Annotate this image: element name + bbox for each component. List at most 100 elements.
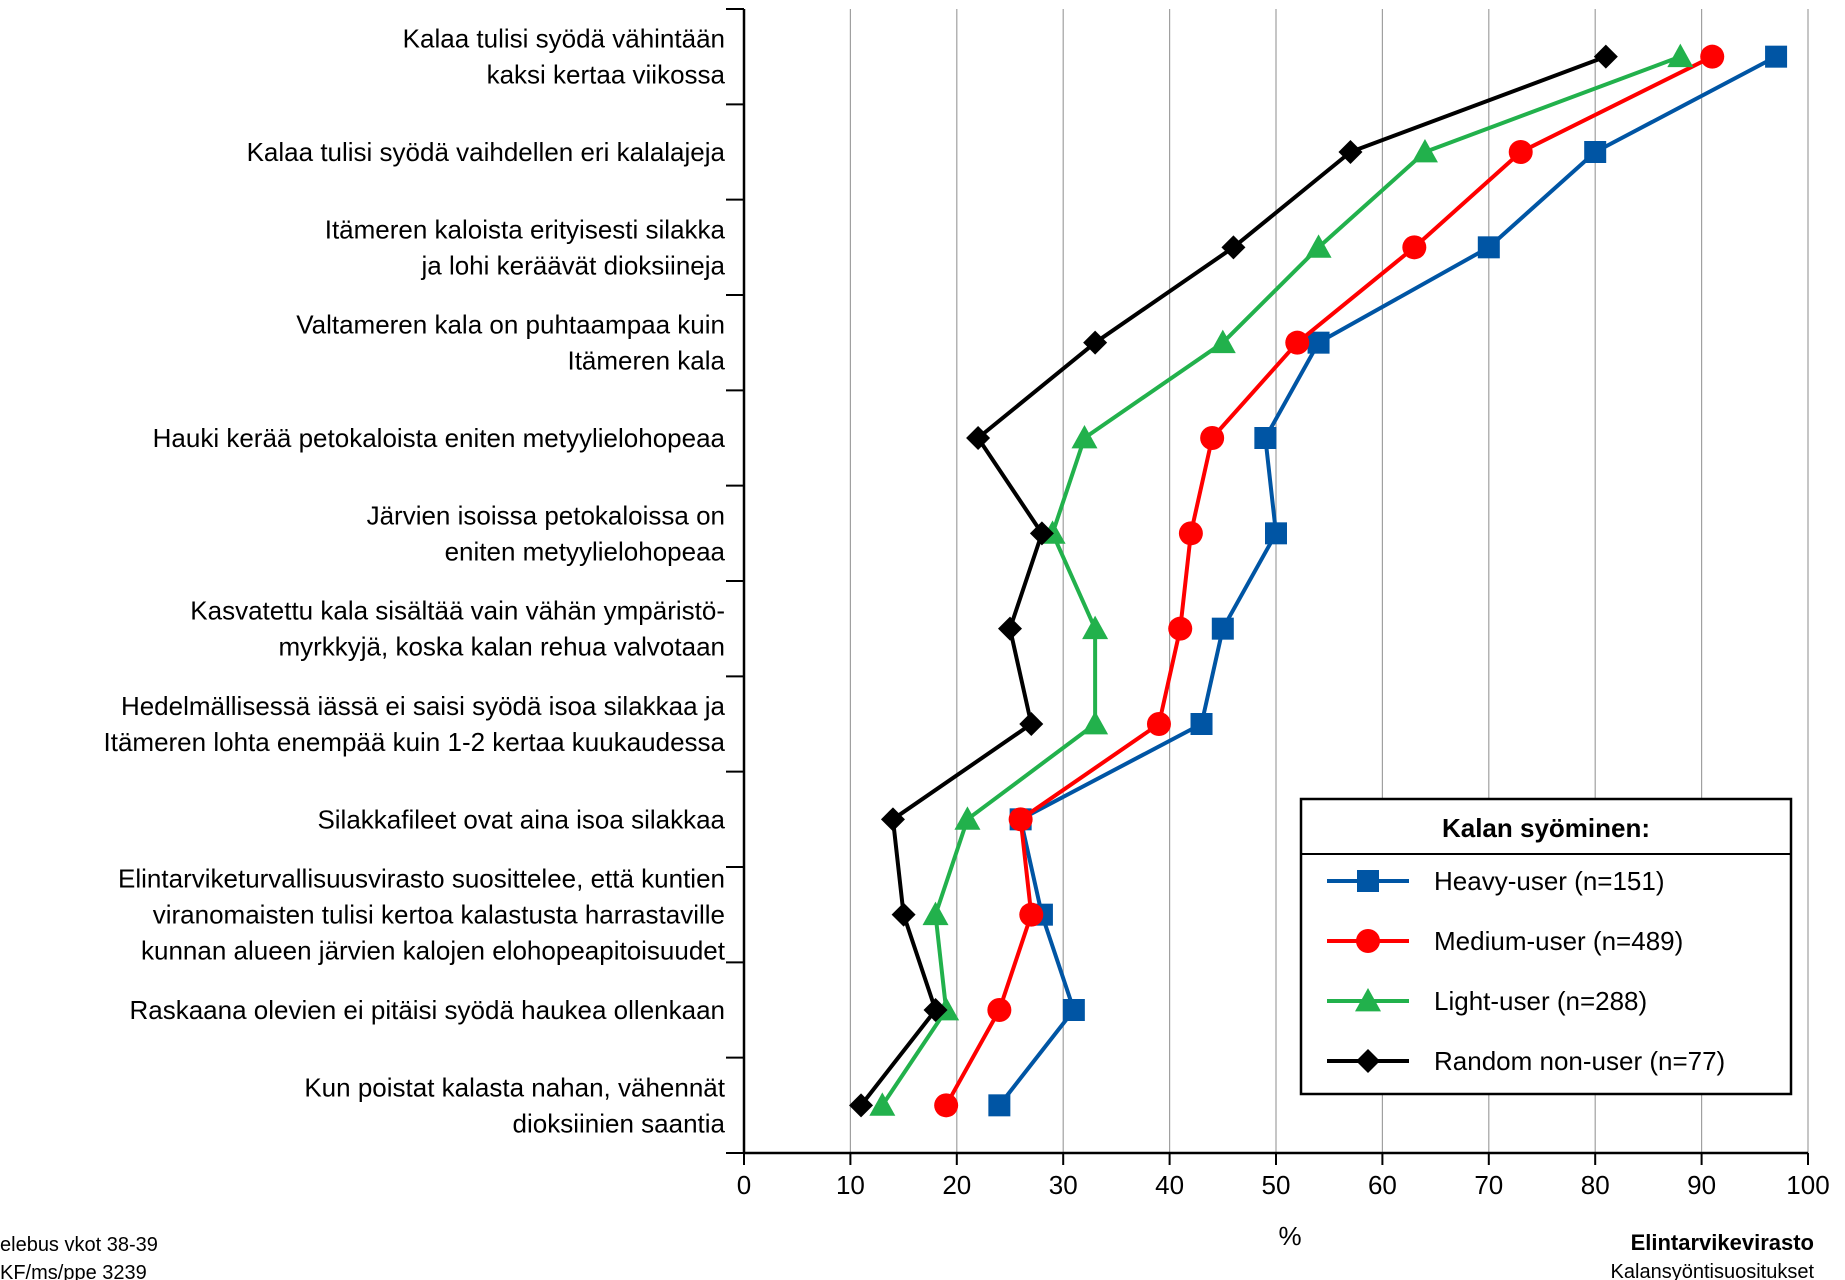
- category-label: Hauki kerää petokaloista eniten metyylie…: [153, 423, 726, 453]
- footer-left-line1: elebus vkot 38-39: [0, 1234, 158, 1256]
- x-tick-label: 100: [1786, 1170, 1829, 1200]
- legend-label: Medium-user (n=489): [1434, 926, 1683, 956]
- data-point-diamond: [1356, 1049, 1380, 1073]
- data-point-circle: [1356, 929, 1380, 953]
- data-point-square: [1254, 427, 1277, 449]
- category-label: Itämeren kaloista erityisesti silakka: [325, 214, 726, 244]
- x-tick-label: 30: [1049, 1170, 1078, 1200]
- grid-lines: [849, 9, 1809, 1153]
- series-circle: [934, 44, 1725, 1118]
- data-point-triangle: [1082, 711, 1109, 735]
- data-point-square: [1190, 713, 1213, 735]
- data-point-diamond: [1083, 330, 1108, 355]
- data-series: [849, 43, 1788, 1118]
- x-tick-label: 20: [942, 1170, 971, 1200]
- footer-subtitle: Kalansyöntisuositukset: [1611, 1261, 1815, 1280]
- x-tick-label: 50: [1262, 1170, 1291, 1200]
- data-point-triangle: [1355, 988, 1381, 1012]
- series-diamond: [849, 44, 1618, 1118]
- series-line: [880, 54, 1682, 1107]
- category-label: Järvien isoissa petokaloissa on: [367, 500, 725, 530]
- data-point-triangle: [922, 901, 949, 926]
- x-tick-label: 60: [1368, 1170, 1397, 1200]
- series-line: [859, 54, 1607, 1107]
- data-point-circle: [987, 998, 1012, 1022]
- category-label: dioksiinien saantia: [513, 1108, 726, 1138]
- data-point-diamond: [966, 426, 991, 450]
- data-point-triangle: [1667, 43, 1694, 68]
- data-point-circle: [1508, 140, 1533, 164]
- data-point-circle: [1178, 521, 1203, 546]
- data-point-triangle: [1411, 139, 1438, 163]
- data-point-triangle: [1082, 615, 1109, 640]
- data-point-circle: [1700, 44, 1725, 69]
- category-label: Hedelmällisessä iässä ei saisi syödä iso…: [121, 691, 726, 721]
- data-point-square: [1477, 236, 1500, 259]
- legend-box: [1299, 797, 1793, 1096]
- data-point-diamond: [1019, 712, 1044, 736]
- footer-org-name: Elintarvikevirasto: [1631, 1230, 1814, 1255]
- category-label: Itämeren lohta enempää kuin 1-2 kertaa k…: [104, 727, 726, 757]
- x-tick-label: 40: [1155, 1170, 1184, 1200]
- legend-item: Heavy-user (n=151): [1327, 866, 1665, 896]
- series-line: [997, 54, 1778, 1107]
- data-point-square: [1211, 617, 1234, 640]
- legend-title: Kalan syöminen:: [1442, 813, 1650, 843]
- category-label: kaksi kertaa viikossa: [487, 60, 726, 90]
- legend-label: Heavy-user (n=151): [1434, 866, 1665, 896]
- category-label: Silakkafileet ovat aina isoa silakkaa: [317, 804, 725, 834]
- data-point-square: [1062, 999, 1085, 1021]
- category-labels: Kalaa tulisi syödä vähintään kaksi kertaa…: [104, 24, 726, 1139]
- data-point-triangle: [1071, 425, 1098, 449]
- category-label: Kun poistat kalasta nahan, vähennät: [304, 1072, 725, 1102]
- data-point-square: [988, 1094, 1011, 1117]
- x-axis-title: %: [1278, 1221, 1301, 1251]
- category-label: Kalaa tulisi syödä vähintään: [403, 24, 725, 54]
- category-label: Elintarviketurvallisuusvirasto suosittel…: [118, 864, 725, 894]
- footer-left-line2: KF/ms/ppe 3239: [0, 1262, 147, 1280]
- data-point-triangle: [1209, 329, 1236, 354]
- data-point-diamond: [880, 807, 905, 832]
- data-point-diamond: [1338, 140, 1363, 164]
- legend-label: Light-user (n=288): [1434, 986, 1647, 1016]
- data-point-diamond: [849, 1093, 874, 1118]
- data-point-circle: [1285, 330, 1310, 355]
- data-point-diamond: [1029, 521, 1054, 546]
- data-point-diamond: [1593, 44, 1618, 69]
- category-label: Valtameren kala on puhtaampaa kuin: [296, 310, 725, 340]
- data-point-circle: [1200, 426, 1225, 450]
- legend-item: Light-user (n=288): [1327, 986, 1647, 1016]
- x-tick-label: 90: [1687, 1170, 1716, 1200]
- data-point-square: [1584, 141, 1607, 163]
- data-point-diamond: [923, 998, 948, 1022]
- category-label: Kalaa tulisi syödä vaihdellen eri kalala…: [247, 137, 726, 167]
- category-label: kunnan alueen järvien kalojen elohopeapi…: [141, 936, 726, 966]
- x-tick-label: 70: [1474, 1170, 1503, 1200]
- data-point-square: [1265, 522, 1287, 545]
- data-point-diamond: [998, 616, 1022, 641]
- data-point-circle: [934, 1093, 959, 1118]
- data-point-circle: [1019, 902, 1044, 927]
- category-label: Kasvatettu kala sisältää vain vähän ympä…: [190, 596, 725, 626]
- category-label: ja lohi keräävät dioksiineja: [420, 250, 725, 280]
- data-point-triangle: [954, 806, 981, 830]
- legend-label: Random non-user (n=77): [1434, 1046, 1725, 1076]
- data-point-circle: [1008, 807, 1033, 832]
- data-point-square: [1765, 45, 1788, 68]
- category-label: Raskaana olevien ei pitäisi syödä haukea…: [129, 995, 725, 1025]
- data-point-circle: [1168, 616, 1193, 641]
- legend: Kalan syöminen: Heavy-user (n=151) Medium-…: [1299, 797, 1793, 1096]
- data-point-circle: [1402, 235, 1427, 260]
- x-tick-label: 0: [737, 1170, 751, 1200]
- data-point-triangle: [869, 1092, 896, 1116]
- data-point-circle: [1146, 712, 1171, 736]
- data-point-diamond: [1221, 235, 1246, 260]
- data-point-diamond: [891, 902, 916, 927]
- category-label: viranomaisten tulisi kertoa kalastusta h…: [153, 900, 725, 930]
- legend-item: Medium-user (n=489): [1327, 926, 1683, 956]
- x-tick-label: 10: [836, 1170, 865, 1200]
- data-point-square: [1357, 870, 1379, 892]
- category-label: eniten metyylielohopeaa: [445, 536, 726, 566]
- data-point-square: [1307, 331, 1330, 354]
